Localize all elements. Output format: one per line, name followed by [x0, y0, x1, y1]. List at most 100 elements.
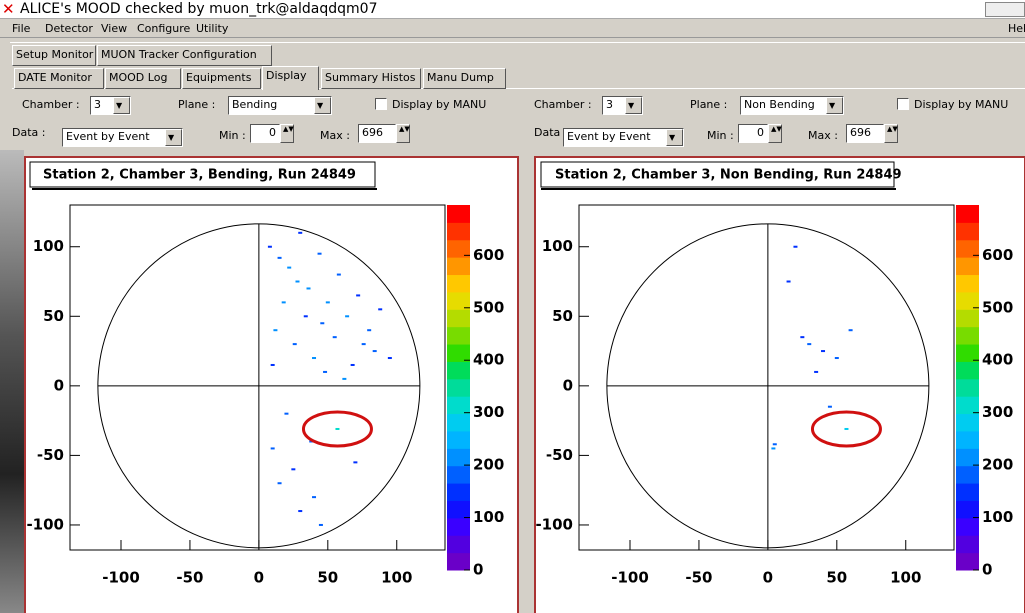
- color-band: [956, 291, 979, 310]
- close-icon: ✕: [2, 0, 15, 18]
- z-tick-label: 500: [982, 298, 1013, 316]
- label: Max :: [808, 129, 838, 142]
- bin: [317, 252, 322, 255]
- color-band: [447, 483, 470, 501]
- tab[interactable]: Display: [262, 66, 319, 90]
- bin: [372, 350, 377, 353]
- color-band: [447, 500, 470, 519]
- menu-bar: [0, 20, 1025, 38]
- bin: [323, 370, 328, 373]
- tab[interactable]: MUON Tracker Configuration: [97, 45, 272, 66]
- spin-arrows[interactable]: ▲▼: [280, 124, 294, 143]
- dropdown-arrow[interactable]: ▼: [314, 97, 331, 114]
- spinbox[interactable]: 0: [738, 124, 768, 143]
- bin: [306, 287, 311, 290]
- x-tick-label: -50: [685, 569, 712, 587]
- menu-item[interactable]: Configure: [137, 22, 191, 35]
- tab[interactable]: Summary Histos: [321, 68, 421, 89]
- bin: [273, 329, 278, 332]
- z-tick-label: 600: [473, 246, 504, 264]
- checkbox[interactable]: [375, 98, 387, 110]
- plot-frame: [69, 204, 446, 551]
- dropdown[interactable]: Non Bending: [740, 96, 844, 115]
- x-tick-label: 100: [890, 569, 921, 587]
- menu-item[interactable]: Detector: [45, 22, 93, 35]
- bin: [332, 336, 337, 339]
- spin-arrows[interactable]: ▲▼: [884, 124, 898, 143]
- color-band: [956, 430, 979, 449]
- menu-item[interactable]: File: [12, 22, 31, 35]
- menu-item[interactable]: Hel: [1008, 22, 1025, 35]
- x-tick-label: -50: [176, 569, 203, 587]
- bin: [298, 231, 303, 234]
- label: Chamber :: [534, 98, 592, 111]
- dropdown-arrow[interactable]: ▼: [625, 97, 642, 114]
- highlight-ring: [301, 410, 373, 448]
- dropdown[interactable]: Event by Event: [62, 128, 183, 147]
- label: Chamber :: [22, 98, 80, 111]
- bin: [342, 377, 347, 380]
- color-band: [956, 535, 979, 554]
- panel: [534, 156, 1025, 613]
- x-tick-label: -100: [102, 569, 140, 587]
- bin: [821, 350, 826, 353]
- tab[interactable]: DATE Monitor: [14, 68, 104, 89]
- bin: [793, 245, 798, 248]
- tab[interactable]: MOOD Log: [105, 68, 181, 89]
- bin: [848, 329, 853, 332]
- z-tick-label: 100: [982, 508, 1013, 526]
- color-band: [447, 326, 470, 345]
- y-tick-label: 100: [33, 237, 64, 255]
- label: Min :: [219, 129, 246, 142]
- spinbox[interactable]: 696: [358, 124, 396, 143]
- color-band: [447, 344, 470, 362]
- tab[interactable]: Manu Dump: [423, 68, 506, 89]
- bin: [807, 343, 812, 346]
- dropdown[interactable]: Event by Event: [563, 128, 684, 147]
- x-tick-label: -100: [611, 569, 649, 587]
- color-band: [447, 448, 470, 467]
- label: Data :: [534, 126, 568, 139]
- label: Max :: [320, 129, 350, 142]
- dropdown[interactable]: Bending: [228, 96, 332, 115]
- label: Min :: [707, 129, 734, 142]
- menu-item[interactable]: View: [101, 22, 128, 35]
- bin: [270, 363, 275, 366]
- checkbox[interactable]: [897, 98, 909, 110]
- bin: [844, 427, 849, 430]
- bin: [295, 280, 300, 283]
- z-tick-label: 100: [473, 508, 504, 526]
- bin: [312, 496, 317, 499]
- color-band: [956, 500, 979, 519]
- bin: [387, 357, 392, 360]
- bin: [325, 301, 330, 304]
- bin: [800, 336, 805, 339]
- color-band: [956, 448, 979, 467]
- dropdown-arrow[interactable]: ▼: [113, 97, 130, 114]
- color-band: [447, 274, 470, 293]
- dropdown-arrow[interactable]: ▼: [165, 129, 182, 146]
- z-tick-label: 400: [473, 351, 504, 369]
- label: Plane :: [690, 98, 728, 111]
- tab[interactable]: Setup Monitor: [12, 45, 96, 66]
- bin: [834, 357, 839, 360]
- spin-arrows[interactable]: ▲▼: [396, 124, 410, 143]
- photo-strip: [0, 150, 24, 613]
- spinbox[interactable]: 0: [250, 124, 280, 143]
- y-tick-label: -50: [37, 446, 64, 464]
- dropdown-arrow[interactable]: ▼: [666, 129, 683, 146]
- bin: [367, 329, 372, 332]
- bin: [827, 405, 832, 408]
- tab-row-top: [10, 42, 1025, 43]
- spinbox[interactable]: 696: [846, 124, 884, 143]
- tab[interactable]: Equipments: [182, 68, 261, 89]
- color-band: [956, 378, 979, 397]
- color-band: [447, 396, 470, 415]
- panel: [24, 156, 519, 613]
- dropdown-arrow[interactable]: ▼: [826, 97, 843, 114]
- bin: [361, 343, 366, 346]
- bin: [378, 308, 383, 311]
- spin-arrows[interactable]: ▲▼: [768, 124, 782, 143]
- menu-item[interactable]: Utility: [196, 22, 229, 35]
- color-band: [447, 239, 470, 258]
